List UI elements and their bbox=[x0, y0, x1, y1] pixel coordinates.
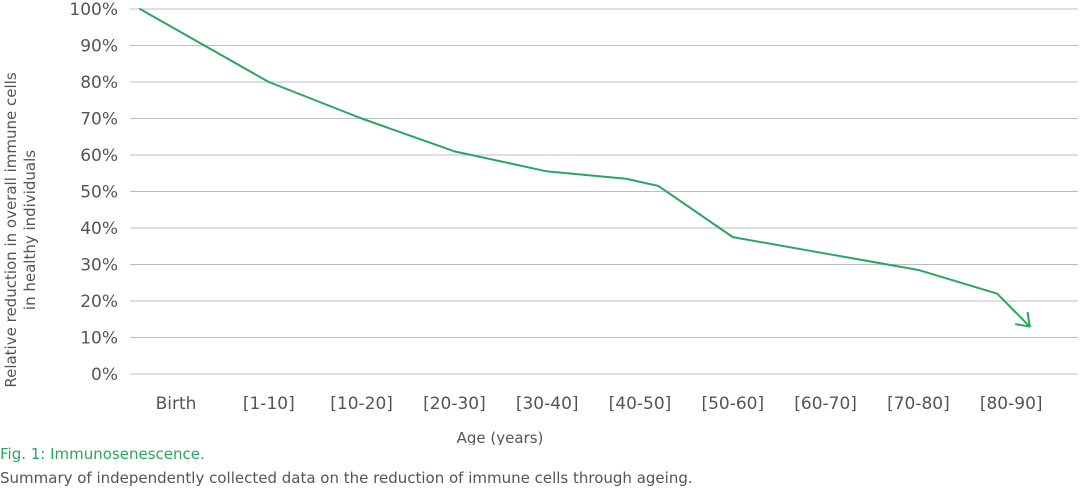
x-axis-ticks: Birth [1-10] [10-20] [20-30] [30-40] [40-50] [… bbox=[156, 394, 1043, 414]
x-tick-label: [80-90] bbox=[980, 394, 1043, 414]
y-tick-label: 100% bbox=[69, 0, 118, 20]
x-axis-title: Age (years) bbox=[457, 429, 544, 445]
y-tick-label: 20% bbox=[80, 292, 118, 312]
grid-lines bbox=[130, 8, 1078, 375]
x-tick-label: [60-70] bbox=[794, 394, 857, 414]
y-axis-ticks: 0% 10% 20% 30% 40% 50% 60% 70% 80% 90% 100% bbox=[69, 0, 118, 385]
figure-caption-title: Fig. 1: Immunosenescence. bbox=[0, 445, 205, 463]
y-tick-label: 0% bbox=[91, 365, 118, 385]
figure-caption-text: Summary of independently collected data … bbox=[0, 469, 693, 487]
x-tick-label: [1-10] bbox=[243, 394, 295, 414]
x-tick-label: [70-80] bbox=[887, 394, 950, 414]
x-tick-label: [20-30] bbox=[423, 394, 486, 414]
series-line bbox=[139, 8, 1031, 328]
y-axis-title-line-2: in healthy individuals bbox=[21, 150, 39, 310]
y-tick-label: 60% bbox=[80, 146, 118, 166]
y-tick-label: 10% bbox=[80, 329, 118, 349]
y-axis-title-line-1: Relative reduction in overall immune cel… bbox=[2, 72, 20, 388]
x-tick-label: Birth bbox=[156, 394, 197, 414]
y-tick-label: 90% bbox=[80, 37, 118, 57]
y-tick-label: 40% bbox=[80, 219, 118, 239]
x-tick-label: [40-50] bbox=[609, 394, 672, 414]
x-tick-label: [30-40] bbox=[516, 394, 579, 414]
y-tick-label: 80% bbox=[80, 73, 118, 93]
trend-arrowhead bbox=[1014, 311, 1031, 328]
series-layer bbox=[139, 8, 1031, 328]
y-tick-label: 50% bbox=[80, 183, 118, 203]
y-tick-label: 70% bbox=[80, 110, 118, 130]
y-tick-label: 30% bbox=[80, 256, 118, 276]
line-chart: 0% 10% 20% 30% 40% 50% 60% 70% 80% 90% 100% Birth [… bbox=[2, 0, 1078, 445]
x-tick-label: [50-60] bbox=[701, 394, 764, 414]
x-tick-label: [10-20] bbox=[330, 394, 393, 414]
